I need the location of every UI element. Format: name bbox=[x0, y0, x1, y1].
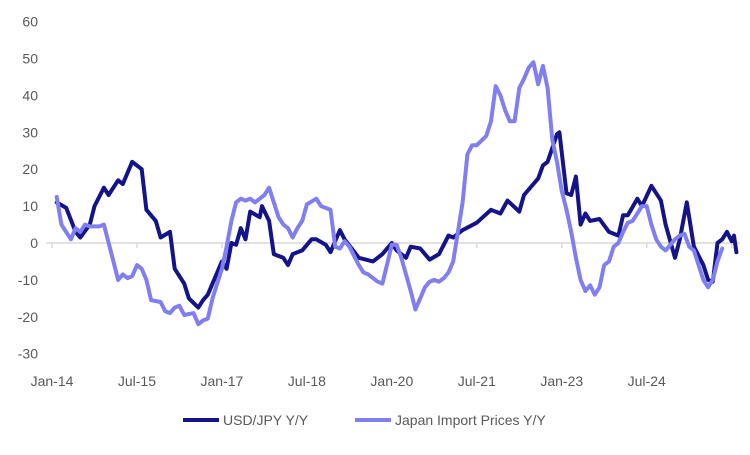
y-tick-label: 10 bbox=[22, 198, 38, 214]
series-line-import-prices bbox=[54, 60, 725, 327]
y-tick-label: -10 bbox=[18, 272, 38, 288]
x-tick-label: Jan-17 bbox=[201, 373, 244, 389]
y-tick-label: 60 bbox=[22, 14, 38, 30]
legend-label: Japan Import Prices Y/Y bbox=[395, 412, 546, 428]
x-axis: Jan-14 Jul-15 Jan-17 Jul-18 Jan-20 Jul-21 Jan-… bbox=[31, 242, 740, 389]
y-tick-label: -30 bbox=[18, 346, 38, 362]
x-tick-label: Jul-15 bbox=[118, 373, 156, 389]
x-tick-label: Jan-20 bbox=[370, 373, 413, 389]
y-tick-label: 20 bbox=[22, 161, 38, 177]
x-tick-label: Jan-23 bbox=[540, 373, 583, 389]
y-axis-ticks: -30 -20 -10 0 10 20 30 40 50 60 bbox=[18, 14, 38, 362]
x-tick-label: Jul-21 bbox=[458, 373, 496, 389]
legend-label: USD/JPY Y/Y bbox=[223, 412, 309, 428]
x-tick-label: Jan-14 bbox=[31, 373, 74, 389]
x-tick-label: Jul-18 bbox=[288, 373, 326, 389]
y-tick-label: -20 bbox=[18, 309, 38, 325]
y-tick-label: 30 bbox=[22, 124, 38, 140]
y-tick-label: 50 bbox=[22, 51, 38, 67]
y-tick-label: 40 bbox=[22, 87, 38, 103]
series-lines bbox=[54, 60, 739, 327]
x-tick-label: Jul-24 bbox=[628, 373, 666, 389]
legend: USD/JPY Y/Y Japan Import Prices Y/Y bbox=[183, 412, 546, 428]
y-tick-label: 0 bbox=[30, 235, 38, 251]
